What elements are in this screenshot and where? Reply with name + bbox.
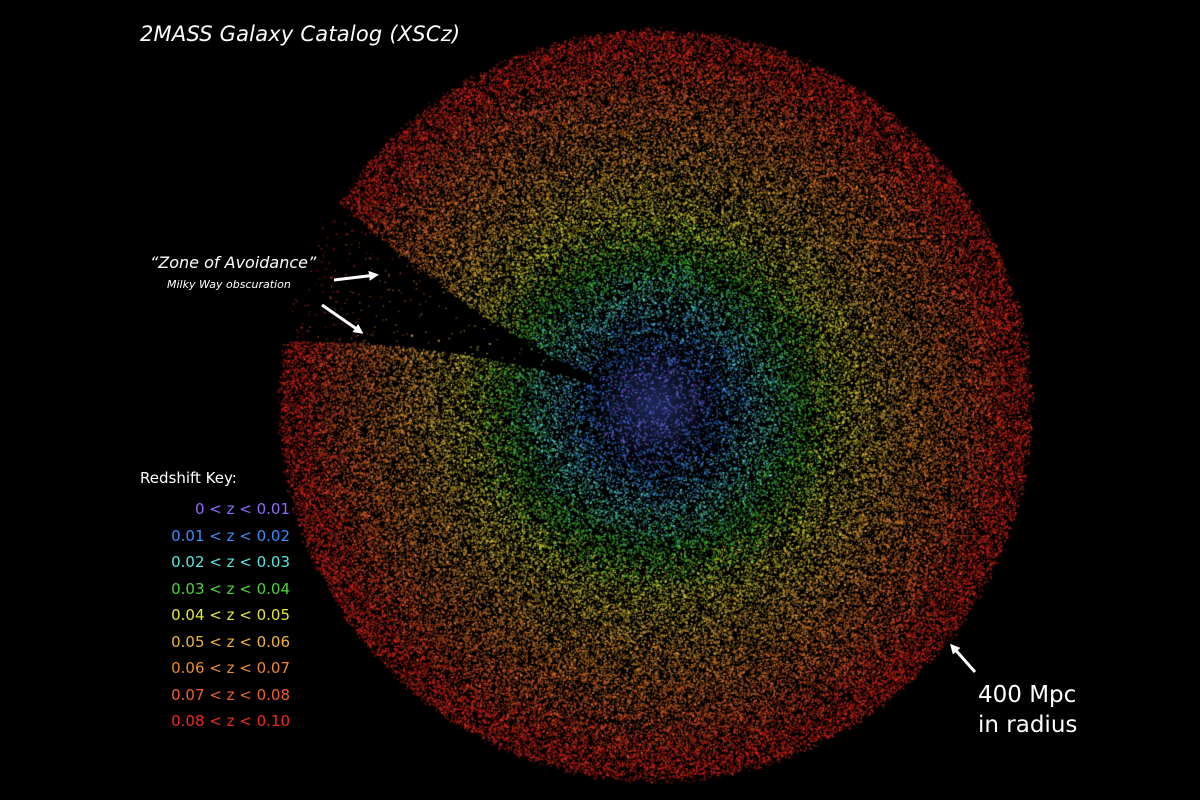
redshift-key-item: 0.08 < z < 0.10 xyxy=(171,712,290,730)
zone-of-avoidance-sublabel: Milky Way obscuration xyxy=(167,278,291,291)
redshift-key-item: 0.04 < z < 0.05 xyxy=(171,606,290,624)
zone-of-avoidance-label: “Zone of Avoidance” xyxy=(150,253,317,272)
radius-unit-text: in radius xyxy=(978,712,1078,738)
redshift-key-list: 0 < z < 0.01 0.01 < z < 0.02 0.02 < z < 0.… xyxy=(120,499,290,738)
redshift-key-item: 0.03 < z < 0.04 xyxy=(171,579,290,598)
redshift-key-item: 0.07 < z < 0.08 xyxy=(171,685,290,704)
radius-label: 400 Mpc in radius xyxy=(978,680,1108,740)
radius-value: 400 Mpc xyxy=(978,682,1077,708)
redshift-key-item: 0.01 < z < 0.02 xyxy=(171,526,290,545)
figure-title: 2MASS Galaxy Catalog (XSCz) xyxy=(140,22,461,46)
redshift-key-item: 0.05 < z < 0.06 xyxy=(171,632,290,651)
redshift-key-title: Redshift Key: xyxy=(140,469,237,487)
redshift-key-item: 0 < z < 0.01 xyxy=(194,500,290,518)
redshift-key-item: 0.06 < z < 0.07 xyxy=(171,659,290,677)
redshift-key-item: 0.02 < z < 0.03 xyxy=(171,553,290,571)
